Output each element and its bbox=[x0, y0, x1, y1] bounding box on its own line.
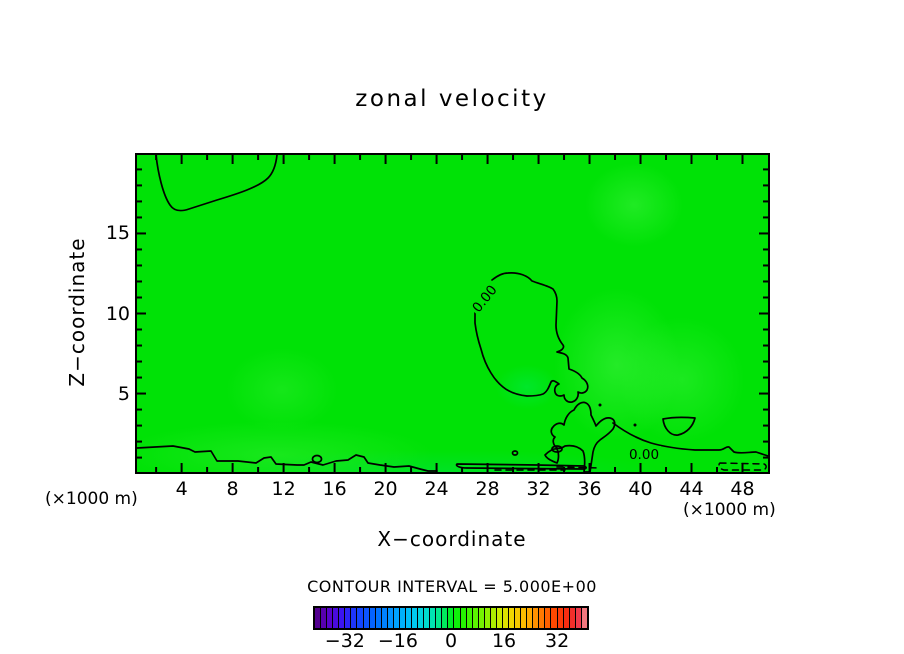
zero-contour-line bbox=[311, 454, 323, 464]
colorbar-cell bbox=[369, 608, 375, 628]
colorbar-cell bbox=[339, 608, 345, 628]
zero-contour-line bbox=[612, 422, 768, 457]
x-tick-label: 16 bbox=[322, 478, 347, 500]
colorbar-cell bbox=[345, 608, 351, 628]
x-tick-label: 20 bbox=[373, 478, 398, 500]
colorbar-cell bbox=[442, 608, 448, 628]
colorbar-cell bbox=[387, 608, 393, 628]
x-axis-unit-left: (×1000 m) bbox=[45, 489, 138, 509]
colorbar-cell bbox=[454, 608, 460, 628]
colorbar-cell bbox=[375, 608, 381, 628]
colorbar-cell bbox=[478, 608, 484, 628]
colorbar-cell bbox=[405, 608, 411, 628]
colorbar-cell bbox=[490, 608, 496, 628]
colorbar-cell bbox=[575, 608, 581, 628]
colorbar-tick-label: −32 bbox=[324, 630, 365, 652]
colorbar-cell bbox=[393, 608, 399, 628]
colorbar-cell bbox=[496, 608, 502, 628]
zero-contour-line bbox=[511, 450, 519, 456]
x-tick-label: 4 bbox=[175, 478, 188, 500]
colorbar-cell bbox=[363, 608, 369, 628]
zero-contour-line bbox=[137, 445, 438, 472]
zero-contour-line bbox=[718, 462, 767, 471]
colorbar bbox=[313, 606, 589, 630]
x-tick-label: 36 bbox=[577, 478, 602, 500]
x-axis-label: X−coordinate bbox=[377, 527, 527, 551]
colorbar-cell bbox=[539, 608, 545, 628]
z-tick-label: 5 bbox=[117, 382, 130, 405]
colorbar-cell bbox=[569, 608, 575, 628]
colorbar-tick-label: 0 bbox=[444, 630, 458, 652]
colorbar-cell bbox=[533, 608, 539, 628]
x-tick-label: 40 bbox=[628, 478, 653, 500]
colorbar-cell bbox=[466, 608, 472, 628]
zero-contour-line bbox=[556, 466, 600, 469]
colorbar-cell bbox=[424, 608, 430, 628]
zero-contour-line bbox=[455, 463, 587, 470]
x-axis-unit-right: (×1000 m) bbox=[683, 500, 776, 520]
colorbar-cell bbox=[509, 608, 515, 628]
colorbar-cell bbox=[515, 608, 521, 628]
colorbar-cell bbox=[412, 608, 418, 628]
contour-interval-label: CONTOUR INTERVAL = 5.000E+00 bbox=[307, 577, 597, 596]
x-tick-label: 48 bbox=[730, 478, 755, 500]
x-tick-label: 24 bbox=[424, 478, 449, 500]
colorbar-tick-label: 32 bbox=[545, 630, 570, 652]
colorbar-cell bbox=[436, 608, 442, 628]
colorbar-cell bbox=[399, 608, 405, 628]
colorbar-cell bbox=[321, 608, 327, 628]
colorbar-cell bbox=[521, 608, 527, 628]
plot-svg: 0.00 0.00 bbox=[137, 155, 768, 472]
z-tick-label: 15 bbox=[105, 222, 130, 245]
colorbar-cell bbox=[315, 608, 321, 628]
colorbar-cell bbox=[448, 608, 454, 628]
colorbar-cell bbox=[502, 608, 508, 628]
colorbar-cell bbox=[545, 608, 551, 628]
colorbar-cell bbox=[357, 608, 363, 628]
colorbar-cell bbox=[557, 608, 563, 628]
zero-contour-line bbox=[544, 447, 560, 464]
colorbar-cell bbox=[418, 608, 424, 628]
colorbar-cell bbox=[460, 608, 466, 628]
colorbar-cell bbox=[333, 608, 339, 628]
x-tick-label: 8 bbox=[226, 478, 239, 500]
z-tick-label: 10 bbox=[105, 302, 130, 325]
colorbar-cell bbox=[484, 608, 490, 628]
colorbar-cell bbox=[430, 608, 436, 628]
colorbar-cell bbox=[563, 608, 569, 628]
contour-label-text: 0.00 bbox=[629, 447, 659, 463]
plot-area: 0.00 0.00 bbox=[135, 153, 770, 474]
colorbar-tick-label: −16 bbox=[377, 630, 418, 652]
zero-contour-line bbox=[155, 155, 278, 212]
zero-contour-line bbox=[662, 416, 696, 436]
colorbar-cell bbox=[327, 608, 333, 628]
colorbar-cell bbox=[527, 608, 533, 628]
zero-contour-dot bbox=[633, 423, 637, 427]
x-tick-label: 12 bbox=[271, 478, 296, 500]
colorbar-cell bbox=[472, 608, 478, 628]
contour-label: 0.00 bbox=[627, 446, 661, 463]
colorbar-cell bbox=[551, 608, 557, 628]
colorbar-cell bbox=[381, 608, 387, 628]
zero-contour-dot bbox=[598, 403, 602, 407]
x-tick-label: 44 bbox=[679, 478, 704, 500]
z-axis-label: Z−coordinate bbox=[65, 237, 89, 387]
colorbar-cell bbox=[351, 608, 357, 628]
zero-contour-line bbox=[474, 272, 589, 403]
colorbar-tick-label: 16 bbox=[491, 630, 517, 652]
plot-background bbox=[137, 155, 768, 472]
colorbar-cell bbox=[581, 608, 587, 628]
zero-contour-line bbox=[550, 401, 616, 472]
x-tick-label: 28 bbox=[475, 478, 500, 500]
x-tick-label: 32 bbox=[526, 478, 551, 500]
contour-label: 0.00 bbox=[467, 280, 501, 316]
plot-title: zonal velocity bbox=[355, 86, 549, 112]
